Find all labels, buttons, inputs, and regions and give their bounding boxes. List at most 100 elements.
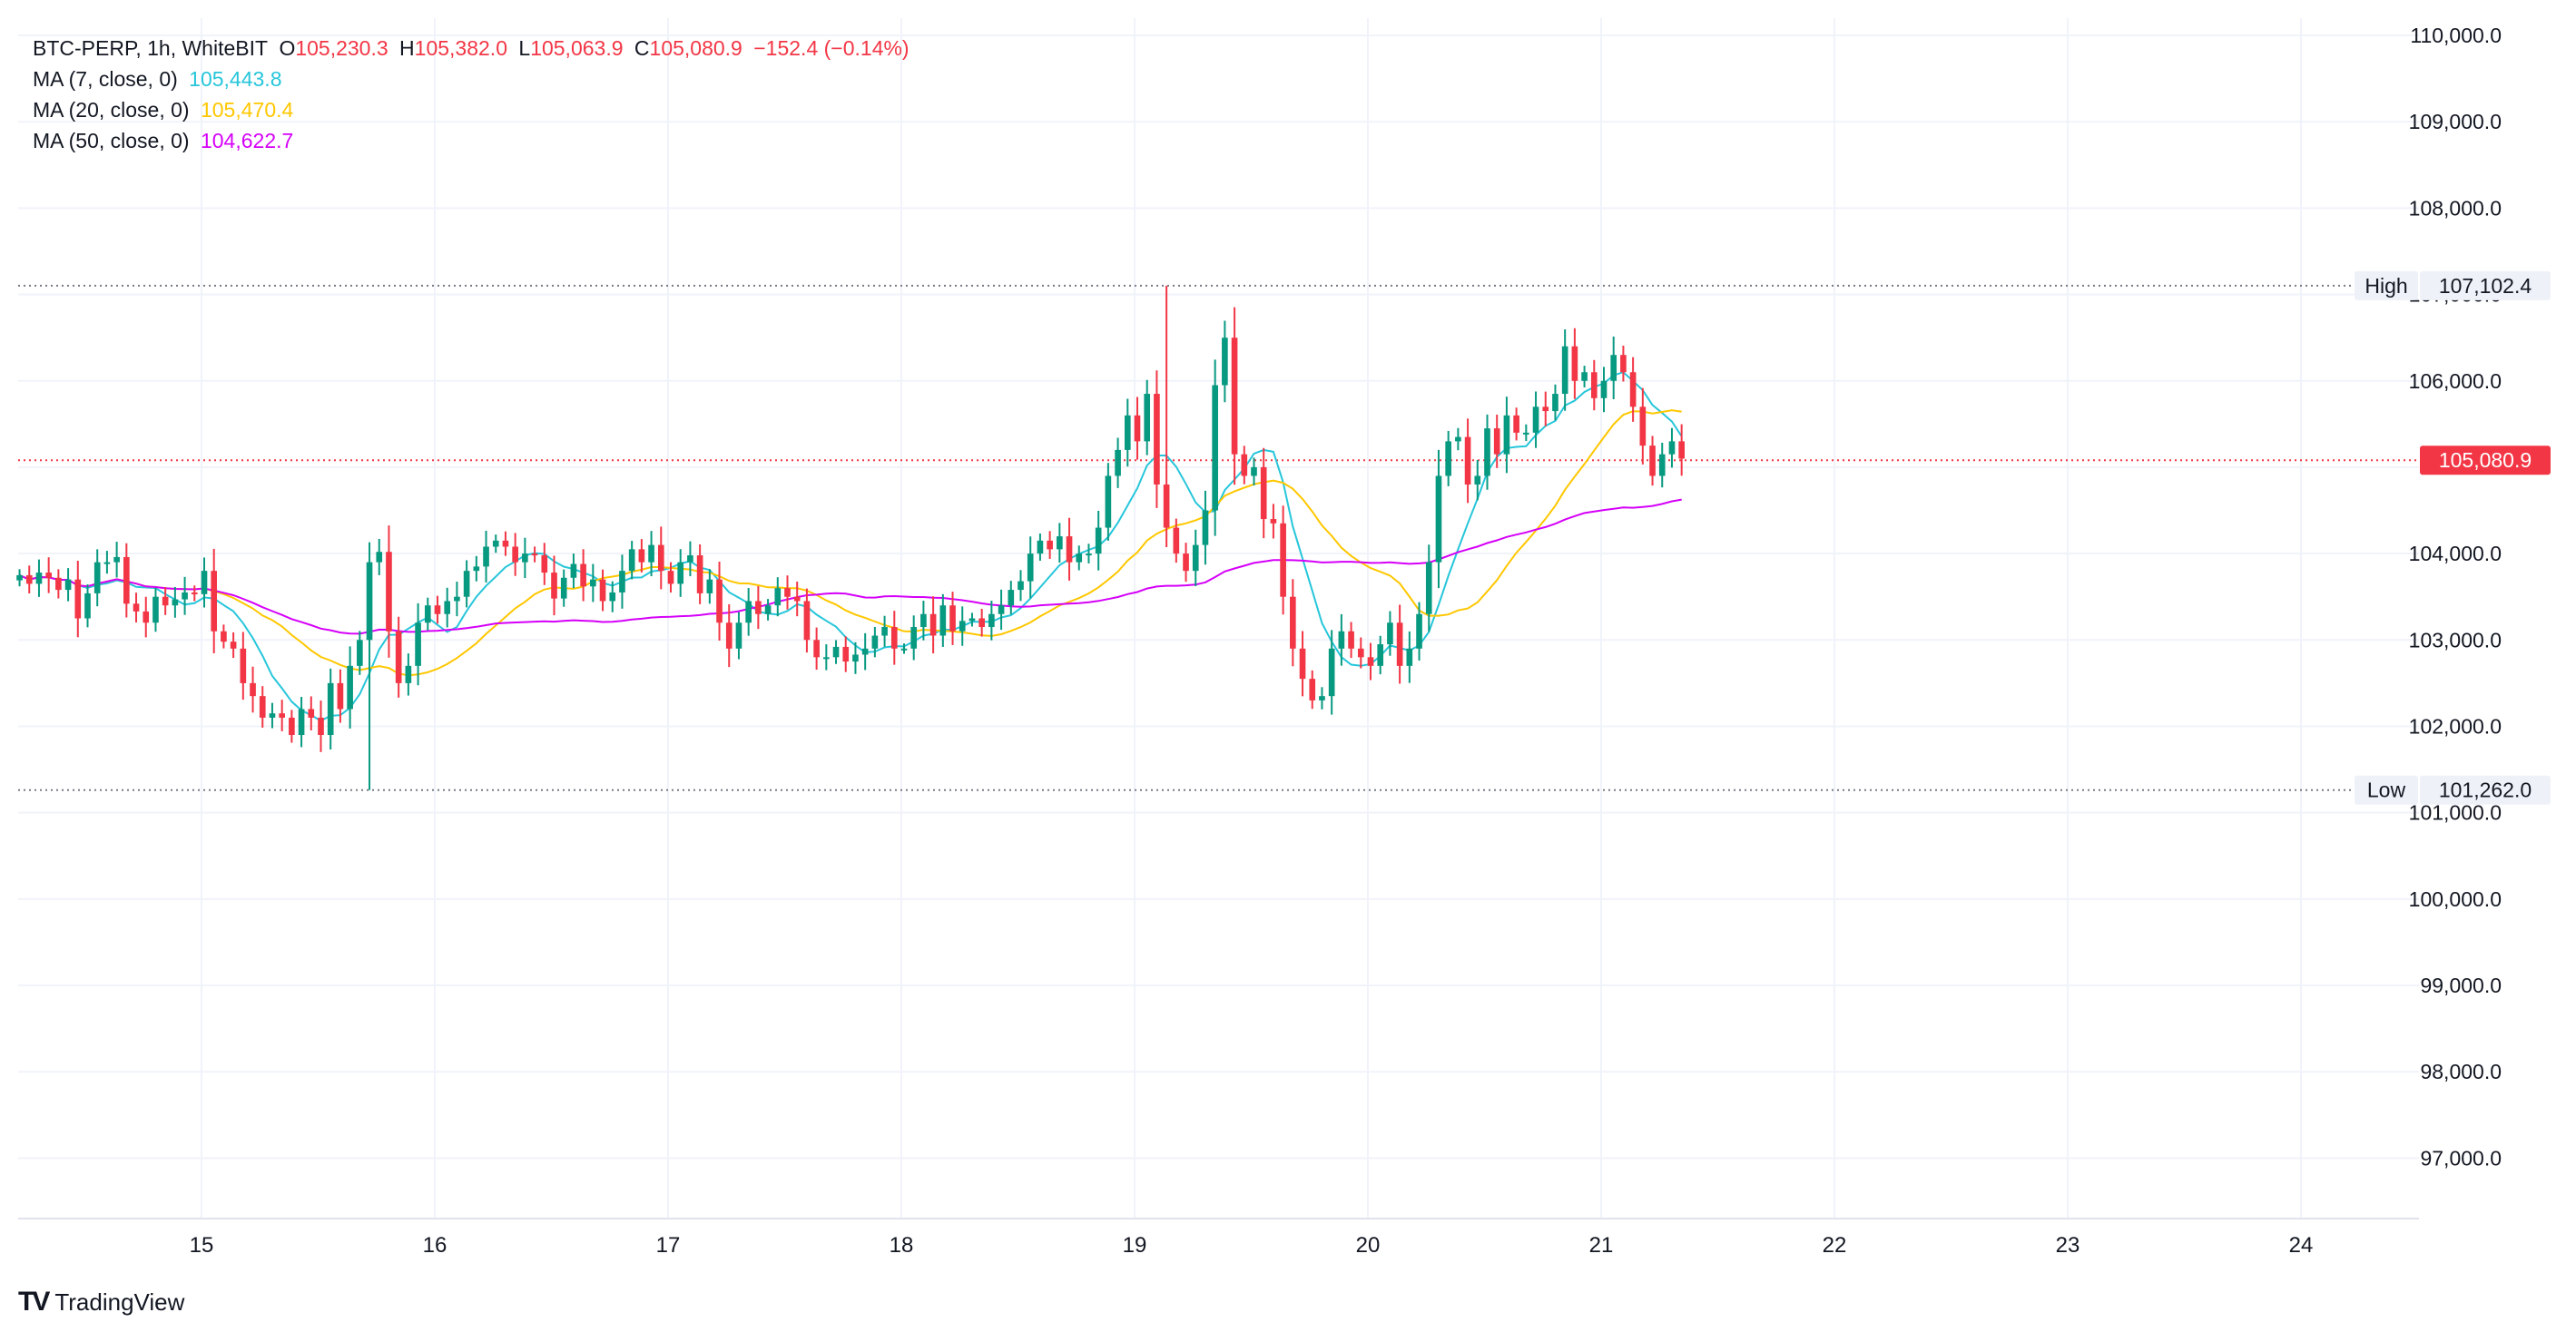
candle-body (881, 627, 888, 636)
time-tick-label: 17 (656, 1233, 681, 1258)
change-value: −152.4 (−0.14%) (753, 36, 909, 60)
candle-body (405, 665, 412, 683)
ma7-row[interactable]: MA (7, close, 0) 105,443.8 (33, 64, 915, 94)
candle-body (978, 618, 985, 628)
candle-body (1377, 644, 1384, 666)
time-tick-label: 19 (1123, 1233, 1147, 1258)
candle-body (1542, 406, 1549, 412)
candle-body (1357, 648, 1364, 658)
candle-body (1406, 648, 1413, 666)
ma7-line (19, 371, 1683, 722)
tradingview-logo[interactable]: TV TradingView (18, 1287, 184, 1317)
candle-body (1416, 613, 1422, 649)
candle-body (1037, 540, 1044, 554)
reference-lines (18, 284, 2419, 791)
candle-body (191, 592, 198, 594)
candle-body (1047, 540, 1053, 550)
chart-legend: BTC-PERP, 1h, WhiteBIT O105,230.3 H105,3… (33, 33, 915, 156)
candle-body (551, 573, 557, 599)
candle-body (1552, 394, 1558, 412)
ma50-label: MA (50, close, 0) (33, 129, 190, 152)
high-label-value-box (2420, 270, 2551, 300)
low-label-name: Low (2367, 779, 2406, 802)
open-value: 105,230.3 (295, 36, 388, 60)
candle-body (483, 546, 489, 567)
candle-body (1484, 428, 1490, 476)
candle-body (1571, 346, 1578, 381)
candle-body (473, 566, 480, 572)
candle-body (1493, 428, 1500, 455)
candle-body (1668, 441, 1676, 455)
candle-body (687, 555, 693, 563)
price-tick-label: 103,000.0 (2409, 628, 2502, 651)
candle-body (1629, 372, 1637, 407)
candle-body (609, 592, 616, 602)
candle-body (677, 562, 684, 584)
candle-body (240, 648, 247, 683)
candle-body (279, 713, 285, 718)
low-label-name-box (2355, 775, 2418, 805)
candle-body (784, 588, 791, 597)
candle-body (182, 592, 188, 600)
candle-body (531, 553, 538, 556)
candle-body (968, 618, 976, 622)
candle-body (1192, 544, 1199, 572)
high-value: 105,382.0 (414, 36, 507, 60)
candle-body (162, 596, 169, 606)
open-label: O (279, 36, 296, 60)
candle-body (1620, 355, 1627, 373)
candle-body (755, 601, 762, 614)
ma50-line (19, 498, 1682, 635)
candle-body (861, 648, 869, 655)
candle-body (560, 577, 567, 599)
candle-body (1183, 553, 1189, 572)
candle-body (395, 631, 402, 683)
candle-body (1251, 466, 1257, 476)
low-value: 105,063.9 (530, 36, 624, 60)
time-axis[interactable]: 15 16 17 18 19 20 21 22 23 24 (18, 1218, 2419, 1258)
ma50-value: 104,622.7 (200, 129, 294, 152)
price-axis[interactable]: 97,000.0 98,000.0 99,000.0 100,000.0 101,000… (2409, 0, 2576, 1332)
candle-body (143, 611, 150, 623)
candle-body (1231, 338, 1238, 455)
candle-body (1144, 394, 1151, 442)
candle-body (230, 642, 237, 649)
candle-body (1066, 536, 1073, 563)
ma20-line (19, 409, 1682, 677)
time-tick-label: 18 (890, 1233, 914, 1258)
candle-body (415, 622, 421, 666)
last-price-label-value-box (2420, 446, 2551, 475)
high-label-value: 107,102.4 (2439, 274, 2532, 298)
candle-body (1600, 380, 1608, 398)
candle-body (152, 596, 159, 623)
candle-body (1202, 510, 1209, 545)
candle-body (1086, 553, 1092, 556)
symbol-title[interactable]: BTC-PERP, 1h, WhiteBIT (33, 36, 269, 60)
last-price-label-value: 105,080.9 (2439, 448, 2532, 472)
ma50-row[interactable]: MA (50, close, 0) 104,622.7 (33, 125, 915, 156)
low-label-value-box (2420, 775, 2551, 805)
candle-body (871, 635, 879, 649)
candle-body (289, 717, 295, 735)
candle-body (1581, 372, 1588, 381)
candle-body (1290, 596, 1296, 649)
price-tick-label: 101,000.0 (2409, 801, 2502, 825)
tradingview-logo-text: TradingView (54, 1288, 185, 1316)
candle-body (1435, 475, 1442, 563)
candle-body (74, 579, 82, 619)
high-label-name: High (2365, 274, 2407, 298)
ma20-row[interactable]: MA (20, close, 0) 105,470.4 (33, 94, 915, 125)
moving-average-lines (19, 371, 1683, 722)
candle-body (424, 605, 431, 623)
low-label: L (518, 36, 531, 60)
candle-body (454, 596, 460, 602)
close-label: C (634, 36, 650, 60)
candle-body (337, 682, 344, 710)
candle-body (1260, 466, 1267, 520)
candle-body (512, 546, 518, 563)
candle-body (541, 555, 548, 573)
candle-body (93, 562, 101, 593)
candle-body (1115, 449, 1121, 476)
candle-body (900, 648, 908, 651)
